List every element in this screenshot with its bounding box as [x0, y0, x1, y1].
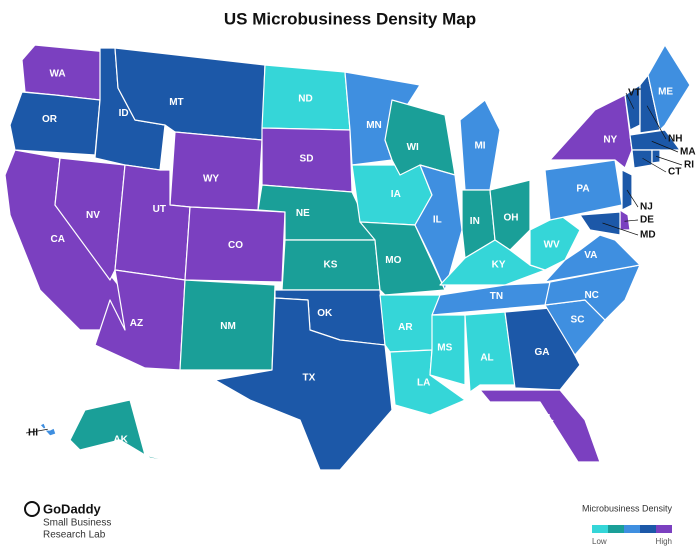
state-shape — [439, 239, 546, 286]
state-shape — [54, 157, 126, 281]
brand-line: Small Business — [43, 518, 111, 529]
state-label: MA — [680, 147, 696, 158]
state-label: TX — [303, 372, 316, 383]
state-shape — [479, 389, 601, 463]
state-label: WY — [203, 173, 219, 184]
state-label: WA — [49, 69, 65, 80]
state-labels: WA OR CA NV ID MT WY UT CO AZ NM ND SD NE KS OK TX MN IA MO… — [25, 69, 696, 445]
state-label: MI — [474, 141, 485, 152]
state-label: OH — [504, 213, 519, 224]
state-shape — [619, 209, 631, 231]
state-shape — [169, 131, 263, 211]
logo-icon — [24, 501, 40, 517]
leader-line — [646, 105, 667, 140]
state-label: NJ — [640, 202, 653, 213]
state-label: VA — [584, 250, 597, 261]
state-label: ID — [119, 108, 129, 119]
state-shape — [489, 179, 531, 251]
state-label: IA — [391, 189, 401, 200]
state-label: HI — [28, 428, 38, 439]
state-label: NE — [296, 208, 310, 219]
legend-swatch — [656, 525, 672, 533]
state-label: AK — [113, 434, 128, 445]
state-label: OR — [42, 114, 58, 125]
legend-swatch — [592, 525, 608, 533]
state-shape — [459, 99, 501, 191]
states — [4, 44, 691, 471]
state-shape — [384, 99, 456, 176]
state-label: IN — [470, 216, 480, 227]
state-label: SD — [300, 153, 314, 164]
brand-line: Research Lab — [43, 530, 106, 541]
state-shape — [464, 311, 516, 393]
state-label: WI — [407, 142, 419, 153]
state-shape — [579, 211, 621, 236]
state-shape — [69, 399, 186, 466]
state-label: OK — [317, 308, 333, 319]
state-label: GA — [535, 347, 550, 358]
state-label: ND — [298, 93, 312, 104]
state-label: MD — [640, 230, 656, 241]
state-label: PA — [576, 183, 589, 194]
state-label: KY — [492, 259, 506, 270]
leader-line — [625, 92, 635, 109]
state-shape — [504, 307, 581, 391]
leader-line — [642, 157, 667, 173]
state-label: NC — [584, 290, 598, 301]
state-label: LA — [417, 377, 430, 388]
leader-line — [651, 140, 679, 153]
state-label: AR — [398, 322, 413, 333]
state-label: CT — [668, 167, 681, 178]
state-label: NY — [603, 134, 617, 145]
state-label: NH — [668, 134, 682, 145]
leader-line — [626, 189, 639, 208]
legend-swatch — [608, 525, 624, 533]
legend-low: Low — [592, 537, 607, 546]
state-label: CA — [51, 234, 65, 245]
state-label: NV — [86, 210, 100, 221]
state-shape — [429, 314, 466, 386]
state-shape — [647, 44, 691, 131]
legend-swatch — [640, 525, 656, 533]
state-label: AZ — [130, 318, 143, 329]
state-label: NM — [220, 321, 236, 332]
state-label: TN — [490, 291, 503, 302]
state-shape — [214, 297, 393, 471]
state-label: ME — [658, 87, 673, 98]
state-label: CO — [228, 240, 243, 251]
state-label: RI — [684, 160, 694, 171]
state-label: VT — [628, 88, 641, 99]
leader-line — [602, 222, 639, 236]
state-label: DE — [640, 215, 654, 226]
legend-title: Microbusiness Density — [582, 503, 673, 513]
state-shape — [629, 129, 681, 151]
legend-swatch — [624, 525, 640, 533]
state-label: SC — [571, 315, 585, 326]
leader-line — [25, 428, 48, 434]
state-label: MS — [437, 343, 452, 354]
state-label: FL — [541, 413, 553, 424]
state-shape — [549, 94, 633, 169]
state-shape — [39, 422, 57, 437]
state-shape — [631, 149, 653, 169]
state-label: UT — [153, 204, 166, 215]
map-title: US Microbusiness Density Map — [224, 9, 476, 28]
brand-name: GoDaddy — [43, 501, 102, 516]
state-label: KS — [324, 260, 338, 271]
state-label: MN — [366, 120, 382, 131]
state-shape — [414, 164, 463, 291]
leader-line — [655, 155, 683, 166]
legend-scale — [592, 525, 672, 533]
leader-line — [624, 219, 639, 222]
legend-high: High — [656, 537, 672, 546]
state-label: AL — [480, 352, 493, 363]
state-label: IL — [433, 215, 442, 226]
state-label: WV — [544, 240, 560, 251]
state-label: MO — [385, 255, 401, 266]
state-label: MT — [169, 97, 183, 108]
